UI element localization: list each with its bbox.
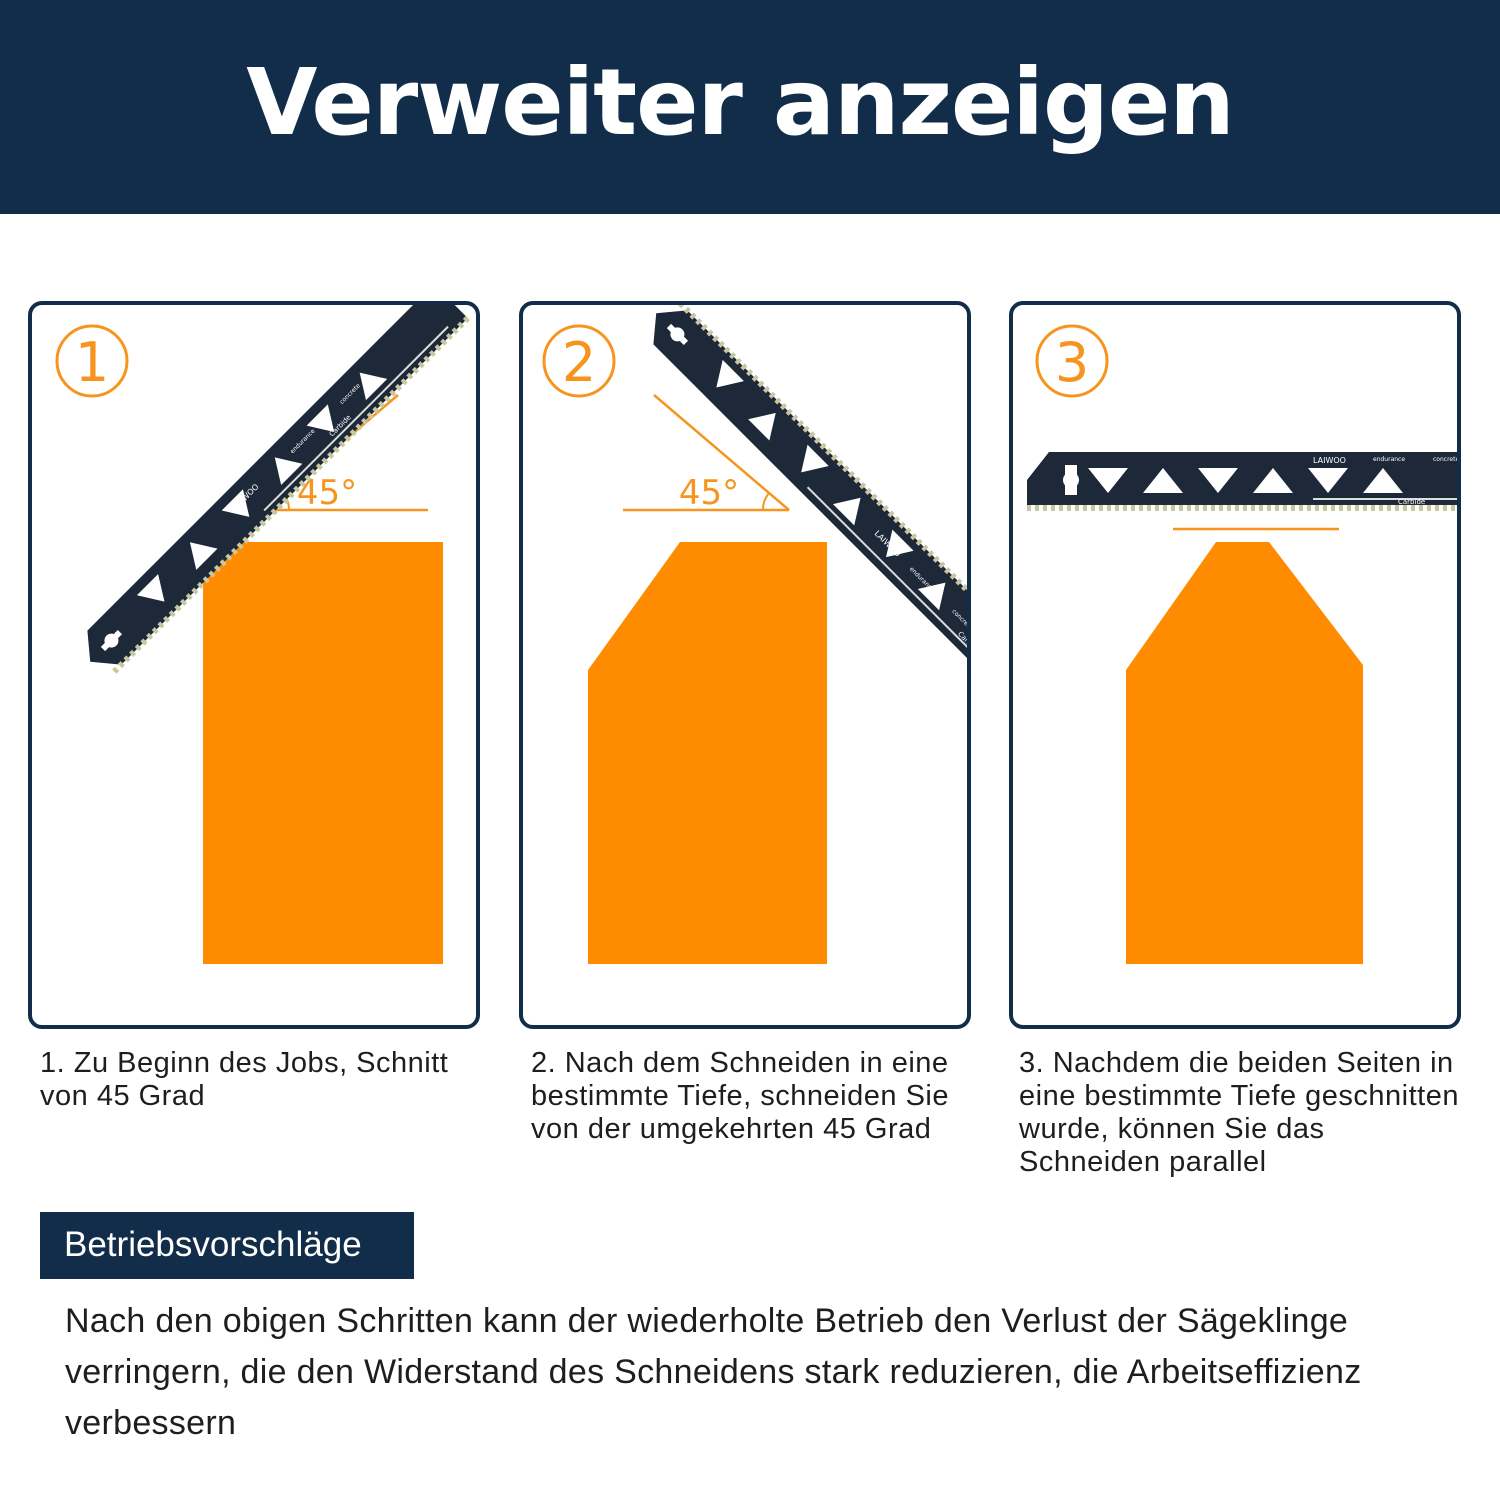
blade-word: endurance xyxy=(1373,456,1405,463)
saw-blade: LAIWOO endurance concrete Carbide xyxy=(87,305,470,674)
step-1-description: 1. Zu Beginn des Jobs, Schnitt von 45 Gr… xyxy=(40,1047,449,1112)
blade-brand: LAIWOO xyxy=(1313,456,1346,465)
workpiece xyxy=(203,542,443,964)
step-number: 1 xyxy=(75,331,109,394)
step-number: 2 xyxy=(562,331,596,394)
step-3-description: 3. Nachdem die beiden Seiten in eine bes… xyxy=(1019,1047,1459,1178)
step-2-illustration: 2 45° LAIWOO endurance concrete Carbide xyxy=(542,305,967,964)
workpiece xyxy=(588,542,827,964)
suggestions-text: Nach den obigen Schritten kann der wiede… xyxy=(65,1302,1362,1442)
suggestions-heading: Betriebsvorschläge xyxy=(64,1225,362,1264)
angle-label: 45° xyxy=(297,473,357,513)
workpiece xyxy=(1126,542,1363,964)
header-banner: Verweiter anzeigen xyxy=(0,0,1500,214)
step-number-circle xyxy=(55,324,129,398)
saw-blade: LAIWOO endurance concrete Carbide xyxy=(1027,452,1459,511)
step-2-panel: 2 45° LAIWOO endurance concrete Carbide xyxy=(519,301,971,1029)
angle-guide-line xyxy=(653,394,790,511)
step-3-panel: 3 LAIWOO endurance concrete Carbide xyxy=(1009,301,1461,1029)
suggestions-heading-box: Betriebsvorschläge xyxy=(40,1212,414,1279)
angle-arc xyxy=(761,492,770,511)
step-number: 3 xyxy=(1055,331,1089,394)
blade-word: concrete xyxy=(1433,456,1459,463)
step-3-illustration: 3 LAIWOO endurance concrete Carbide xyxy=(1027,324,1459,964)
blade-word: Carbide xyxy=(1398,498,1425,506)
angle-label: 45° xyxy=(679,473,739,513)
saw-blade: LAIWOO endurance concrete Carbide xyxy=(653,305,967,691)
step-number-circle xyxy=(1035,324,1109,398)
step-1-illustration: 1 45° LAIWOO endurance concrete Carbide xyxy=(55,305,470,964)
page-title: Verweiter anzeigen xyxy=(246,49,1234,156)
step-number-circle xyxy=(542,324,616,398)
step-2-description: 2. Nach dem Schneiden in eine bestimmte … xyxy=(531,1047,949,1145)
step-1-panel: 1 45° LAIWOO endurance concrete Carbide xyxy=(28,301,480,1029)
